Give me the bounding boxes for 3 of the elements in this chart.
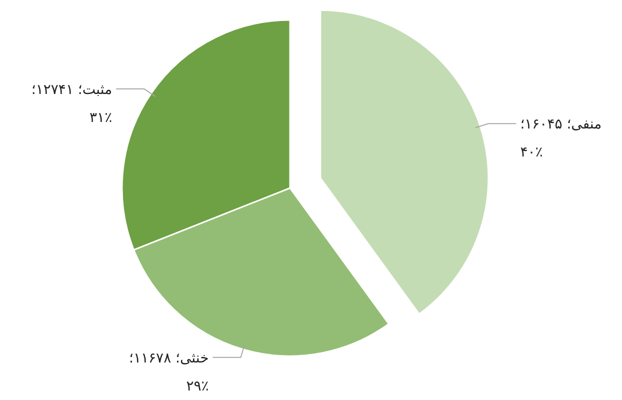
slice-label: مثبت؛ ۱۲۷۴۱؛ ۳۱٪: [31, 82, 112, 126]
slice-label: منفی؛ ۱۶۰۴۵؛ ۴۰٪: [520, 116, 602, 161]
slice-label: خنثی؛ ۱۱۶۷۸؛ ۲۹٪: [129, 350, 209, 394]
